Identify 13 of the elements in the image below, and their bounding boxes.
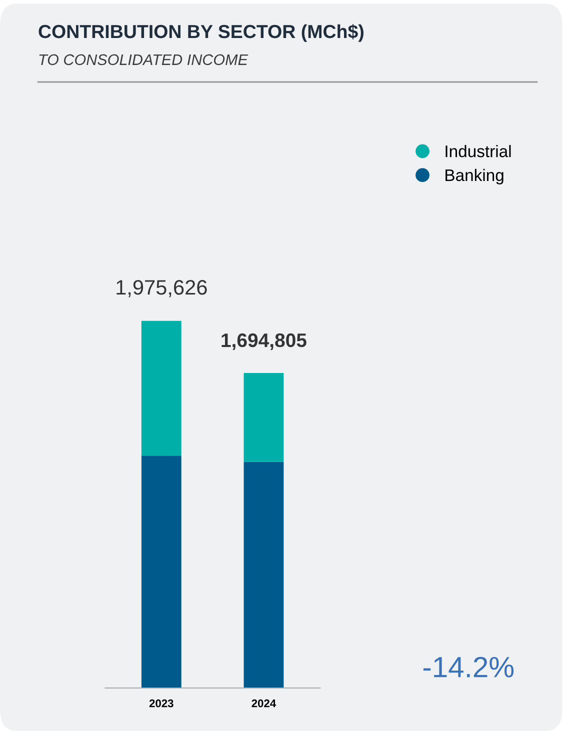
legend-label: Industrial — [446, 145, 511, 158]
bar — [244, 373, 284, 462]
text: -14.2% — [423, 656, 514, 678]
bar — [141, 456, 182, 688]
bar — [141, 320, 182, 456]
chart-title: CONTRIBUTION BY SECTOR (MCh$) — [38, 24, 364, 42]
x-tick-label: 2024 — [252, 699, 276, 708]
annotation: 1,975,626 — [116, 280, 207, 298]
chart-subtitle: TO CONSOLIDATED INCOME — [39, 54, 248, 66]
bar — [244, 462, 284, 688]
x-tick-label: 2023 — [149, 699, 174, 708]
legend-label: Banking — [446, 168, 504, 184]
annotation: 1,694,805 — [222, 333, 306, 350]
